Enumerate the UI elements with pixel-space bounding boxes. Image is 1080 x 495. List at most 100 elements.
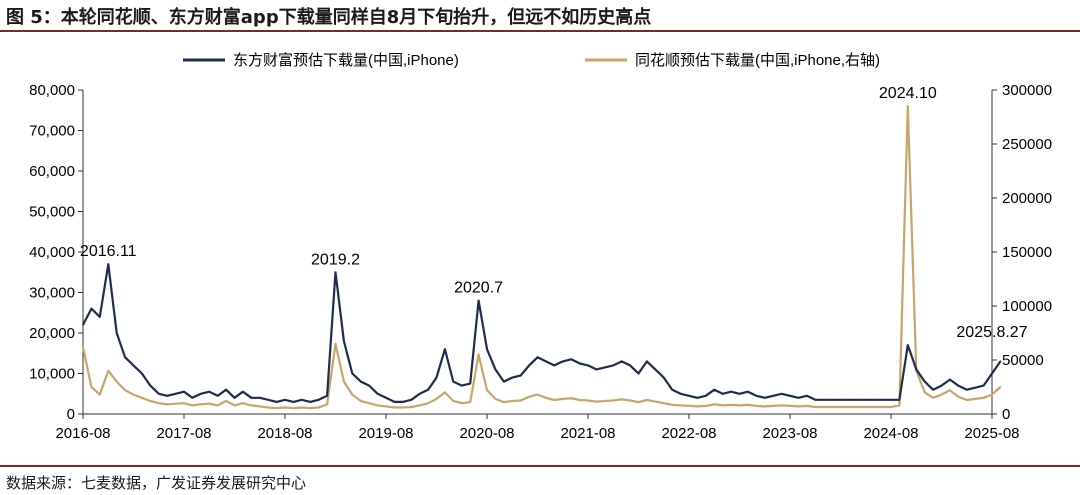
data-point-eastmoney — [873, 399, 875, 401]
data-point-tonghuashun — [789, 405, 791, 407]
source-note: 数据来源：七麦数据，广发证券发展研究中心 — [6, 474, 307, 492]
data-point-eastmoney — [418, 392, 421, 395]
data-point-eastmoney — [864, 399, 867, 401]
data-point-eastmoney — [705, 394, 707, 397]
series-line-eastmoney — [82, 263, 1002, 403]
data-point-tonghuashun — [393, 406, 396, 409]
data-point-eastmoney — [225, 388, 227, 391]
data-point-eastmoney — [629, 364, 631, 367]
x-tick-label: 2024-08 — [863, 425, 918, 442]
data-point-tonghuashun — [528, 395, 530, 398]
data-point-eastmoney — [587, 364, 589, 367]
y-right-tick-label: 150000 — [1002, 244, 1052, 261]
data-point-eastmoney — [343, 340, 345, 342]
y-left-tick-label: 20,000 — [29, 325, 75, 342]
data-point-tonghuashun — [309, 407, 312, 409]
data-point-tonghuashun — [839, 406, 842, 408]
data-point-tonghuashun — [738, 404, 741, 407]
data-point-eastmoney — [696, 397, 699, 399]
data-point-eastmoney — [730, 390, 732, 393]
data-point-eastmoney — [258, 397, 261, 399]
data-point-tonghuashun — [806, 405, 808, 407]
data-point-tonghuashun — [343, 380, 345, 383]
data-point-eastmoney — [923, 380, 926, 383]
y-right-tick-label: 50000 — [1002, 352, 1044, 369]
data-point-eastmoney — [191, 397, 194, 399]
data-point-eastmoney — [780, 392, 783, 395]
y-left-tick-label: 40,000 — [29, 244, 75, 261]
data-point-eastmoney — [444, 348, 446, 351]
data-point-eastmoney — [486, 348, 488, 351]
data-point-tonghuashun — [587, 399, 589, 402]
legend-label: 同花顺预估下载量(中国,iPhone,右轴) — [635, 52, 880, 69]
data-point-tonghuashun — [662, 402, 665, 405]
data-point-tonghuashun — [907, 105, 909, 107]
data-point-tonghuashun — [519, 399, 522, 402]
data-point-eastmoney — [637, 372, 640, 375]
x-tick-label: 2017-08 — [156, 425, 211, 442]
data-point-tonghuashun — [511, 400, 514, 402]
data-point-tonghuashun — [856, 406, 859, 408]
data-point-eastmoney — [570, 358, 572, 361]
data-point-eastmoney — [460, 384, 463, 387]
data-point-tonghuashun — [166, 403, 168, 406]
data-point-eastmoney — [814, 399, 817, 401]
data-point-eastmoney — [671, 388, 673, 391]
data-point-tonghuashun — [831, 406, 833, 408]
data-point-tonghuashun — [99, 393, 101, 396]
data-point-eastmoney — [402, 401, 404, 403]
data-point-tonghuashun — [82, 346, 84, 348]
data-point-tonghuashun — [444, 391, 446, 394]
data-point-eastmoney — [166, 394, 168, 397]
data-point-tonghuashun — [932, 397, 934, 399]
data-point-eastmoney — [679, 392, 682, 395]
y-right-tick-label: 0 — [1002, 406, 1010, 423]
data-point-tonghuashun — [780, 404, 783, 407]
data-point-eastmoney — [233, 397, 236, 399]
y-right-tick-label: 250000 — [1002, 136, 1052, 153]
data-point-tonghuashun — [107, 370, 110, 372]
data-point-tonghuashun — [772, 405, 774, 407]
y-left-tick-label: 0 — [67, 406, 75, 423]
data-point-tonghuashun — [191, 404, 194, 407]
data-point-eastmoney — [797, 397, 800, 399]
figure-title: 图 5：本轮同花顺、东方财富app下载量同样自8月下旬抬升，但远不如历史高点 — [6, 7, 652, 28]
data-point-tonghuashun — [578, 399, 581, 401]
data-point-tonghuashun — [200, 403, 202, 406]
data-point-tonghuashun — [705, 405, 707, 407]
y-left-tick-label: 80,000 — [29, 82, 75, 99]
y-left-tick-label: 30,000 — [29, 285, 75, 302]
data-point-tonghuashun — [561, 398, 564, 400]
data-point-eastmoney — [856, 399, 859, 401]
data-point-eastmoney — [822, 399, 825, 401]
x-tick-label: 2025-08 — [964, 425, 1019, 442]
data-point-eastmoney — [688, 394, 690, 397]
data-point-tonghuashun — [604, 400, 606, 402]
data-point-eastmoney — [806, 394, 808, 397]
data-point-eastmoney — [528, 364, 530, 367]
data-point-tonghuashun — [486, 389, 488, 392]
data-point-eastmoney — [713, 388, 716, 391]
data-point-tonghuashun — [141, 397, 143, 399]
data-point-tonghuashun — [124, 389, 126, 392]
data-point-tonghuashun — [898, 404, 901, 407]
data-point-eastmoney — [124, 356, 126, 359]
data-point-eastmoney — [309, 401, 312, 403]
data-point-tonghuashun — [940, 393, 943, 396]
data-point-tonghuashun — [326, 403, 328, 406]
data-point-eastmoney — [452, 380, 455, 383]
x-tick-label: 2023-08 — [762, 425, 817, 442]
data-point-eastmoney — [999, 360, 1002, 363]
data-point-tonghuashun — [418, 404, 421, 407]
data-point-tonghuashun — [763, 405, 766, 408]
data-point-tonghuashun — [301, 406, 303, 409]
figure-title-bar: 图 5：本轮同花顺、东方财富app下载量同样自8月下旬抬升，但远不如历史高点 — [0, 0, 1080, 30]
data-point-eastmoney — [662, 376, 665, 379]
data-point-eastmoney — [334, 271, 337, 274]
data-point-tonghuashun — [890, 406, 892, 408]
data-point-eastmoney — [772, 394, 774, 397]
data-point-eastmoney — [250, 397, 253, 399]
data-point-eastmoney — [376, 392, 379, 395]
data-point-tonghuashun — [368, 402, 370, 405]
data-point-eastmoney — [368, 384, 370, 387]
